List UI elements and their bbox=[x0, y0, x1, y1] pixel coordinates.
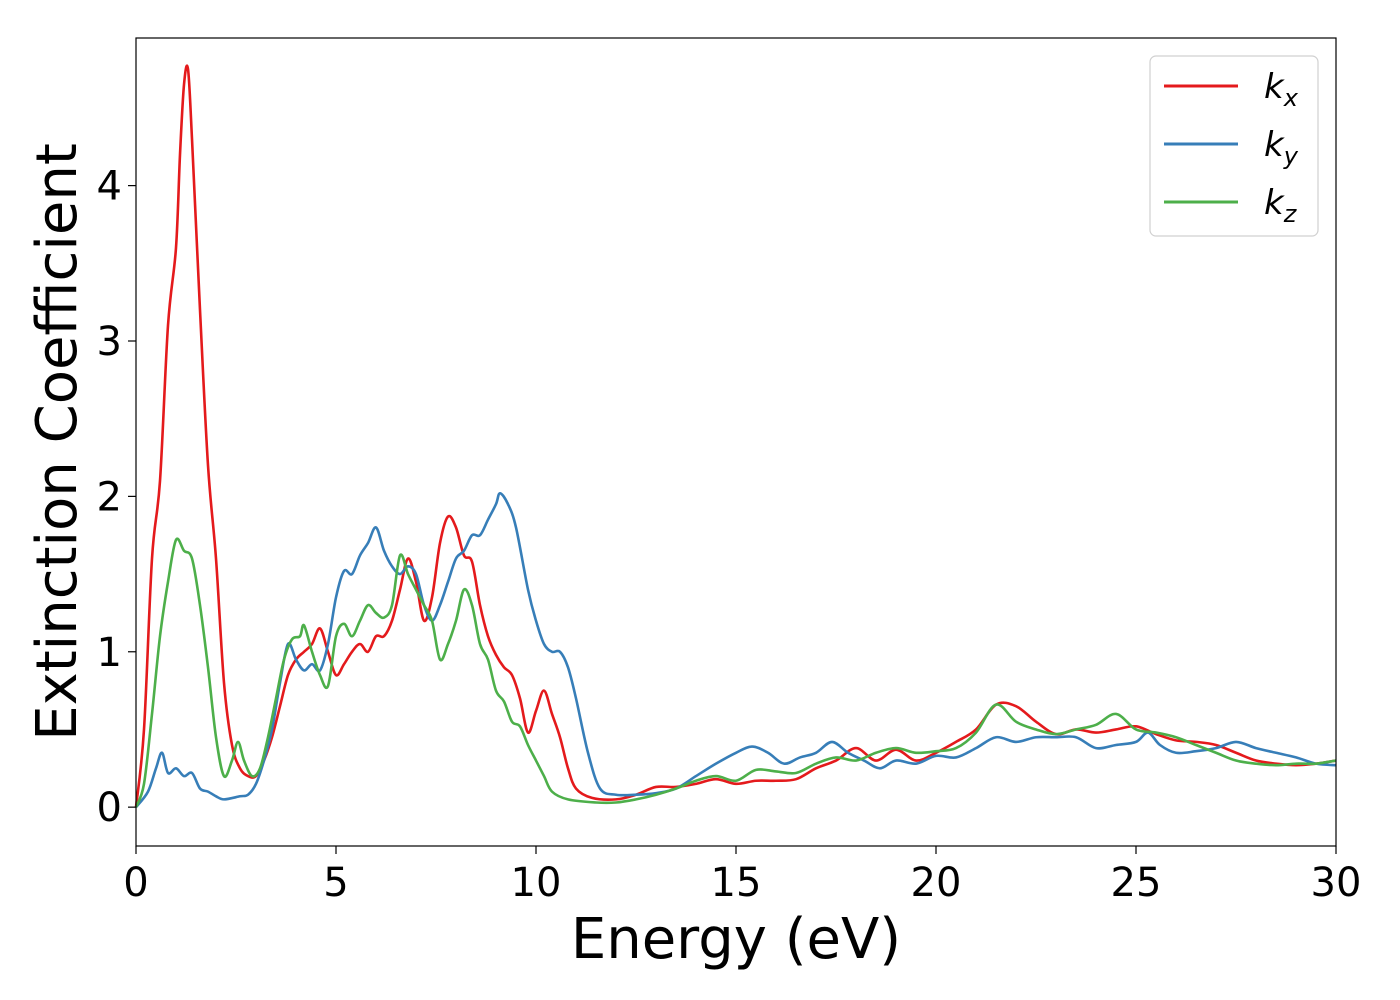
x-tick-label: 0 bbox=[123, 860, 148, 906]
legend-ky-name: k bbox=[1264, 125, 1285, 165]
ticks-layer: 0 5 10 15 20 25 30 0 1 2 3 4 bbox=[97, 164, 1362, 906]
legend-box bbox=[1149, 55, 1319, 237]
series-line-kz bbox=[134, 537, 1337, 808]
legend-ky-subscript: y bbox=[1283, 142, 1299, 170]
legend: kx ky kz bbox=[1149, 55, 1319, 237]
y-tick-label: 3 bbox=[97, 319, 122, 365]
legend-label-kx: kx bbox=[1264, 67, 1299, 112]
y-tick-label: 1 bbox=[97, 630, 122, 676]
x-tick-label: 20 bbox=[911, 860, 962, 906]
legend-label-kz: kz bbox=[1264, 183, 1298, 228]
y-tick-label: 0 bbox=[97, 785, 122, 831]
series-line-ky bbox=[134, 491, 1337, 808]
legend-kz-name: k bbox=[1264, 183, 1285, 223]
series-line-kx bbox=[134, 64, 1337, 808]
y-tick-label: 4 bbox=[97, 164, 122, 210]
x-tick-label: 5 bbox=[323, 860, 348, 906]
y-tick-label: 2 bbox=[97, 474, 122, 520]
x-tick-label: 15 bbox=[711, 860, 762, 906]
legend-kx-subscript: x bbox=[1283, 84, 1299, 112]
x-tick-label: 30 bbox=[1311, 860, 1362, 906]
x-axis-label: Energy (eV) bbox=[571, 907, 901, 972]
x-tick-label: 25 bbox=[1111, 860, 1162, 906]
series-layer bbox=[134, 64, 1337, 808]
legend-label-ky: ky bbox=[1264, 125, 1299, 170]
x-tick-label: 10 bbox=[511, 860, 562, 906]
y-axis-label: Extinction Coefficient bbox=[25, 143, 90, 741]
legend-kz-subscript: z bbox=[1283, 200, 1298, 228]
legend-kx-name: k bbox=[1264, 67, 1285, 107]
